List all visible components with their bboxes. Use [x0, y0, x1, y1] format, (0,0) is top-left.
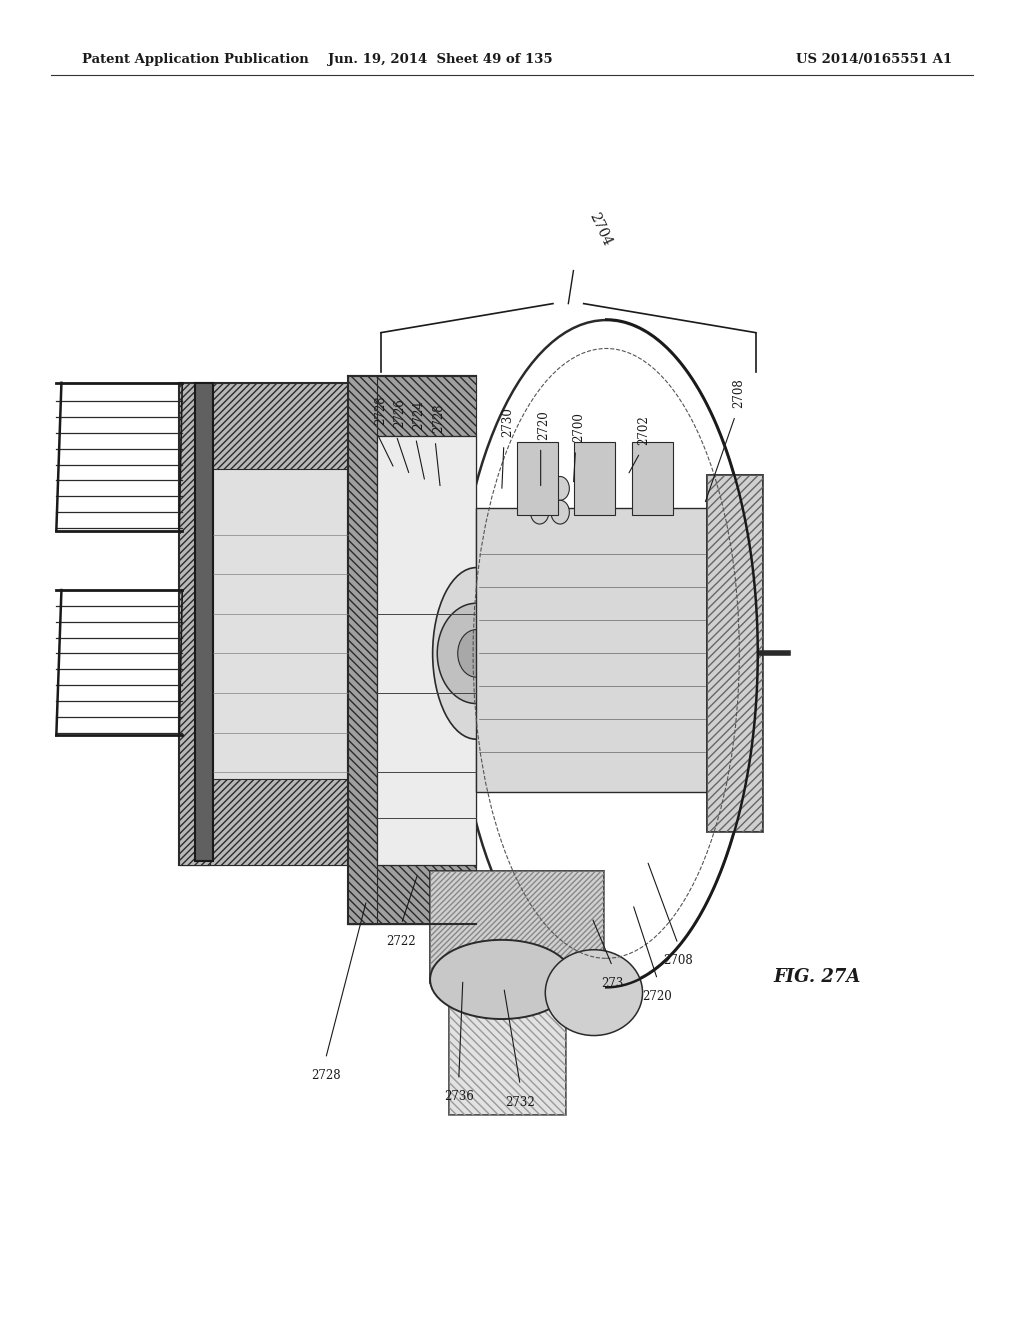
Text: 2724: 2724	[413, 400, 426, 430]
Text: Patent Application Publication: Patent Application Publication	[82, 53, 308, 66]
Text: 2700: 2700	[572, 412, 586, 442]
Bar	[449, 981, 566, 1115]
Text: FIG. 27A: FIG. 27A	[773, 968, 860, 986]
Bar	[476, 508, 707, 792]
Bar	[348, 376, 476, 436]
Bar	[517, 442, 558, 515]
Bar	[195, 383, 213, 861]
Circle shape	[530, 500, 549, 524]
Bar	[179, 383, 210, 865]
Text: 2726: 2726	[393, 397, 407, 428]
Bar	[348, 865, 476, 924]
Text: 273: 273	[601, 977, 624, 990]
Text: 2736: 2736	[443, 1090, 474, 1104]
Bar	[179, 779, 348, 865]
Text: 2708: 2708	[732, 378, 745, 408]
Bar	[179, 383, 348, 469]
Text: 2702: 2702	[637, 414, 650, 445]
Text: Jun. 19, 2014  Sheet 49 of 135: Jun. 19, 2014 Sheet 49 of 135	[328, 53, 553, 66]
Bar	[449, 981, 566, 1115]
Text: 2704: 2704	[587, 210, 614, 248]
Text: 2730: 2730	[501, 407, 514, 437]
Bar	[430, 871, 604, 983]
Text: 2722: 2722	[387, 935, 416, 948]
Circle shape	[458, 630, 495, 677]
Bar	[179, 383, 348, 865]
Bar	[632, 442, 673, 515]
Text: 2720: 2720	[642, 990, 673, 1003]
Bar	[430, 871, 604, 983]
Text: 2728: 2728	[374, 396, 387, 425]
Bar	[574, 442, 615, 515]
Text: 2720: 2720	[538, 409, 551, 440]
Text: 2728: 2728	[311, 1069, 340, 1082]
Ellipse shape	[433, 568, 520, 739]
Circle shape	[437, 603, 515, 704]
Ellipse shape	[430, 940, 573, 1019]
Text: US 2014/0165551 A1: US 2014/0165551 A1	[797, 53, 952, 66]
Text: 2732: 2732	[505, 1096, 536, 1109]
Circle shape	[530, 477, 549, 500]
Bar	[348, 376, 377, 924]
Text: 2708: 2708	[663, 954, 693, 968]
Circle shape	[551, 500, 569, 524]
Circle shape	[551, 477, 569, 500]
Bar	[348, 376, 476, 924]
Bar	[707, 475, 763, 832]
Ellipse shape	[545, 950, 643, 1035]
Bar	[707, 475, 763, 832]
Bar	[377, 436, 476, 865]
Text: 2728: 2728	[432, 404, 445, 433]
